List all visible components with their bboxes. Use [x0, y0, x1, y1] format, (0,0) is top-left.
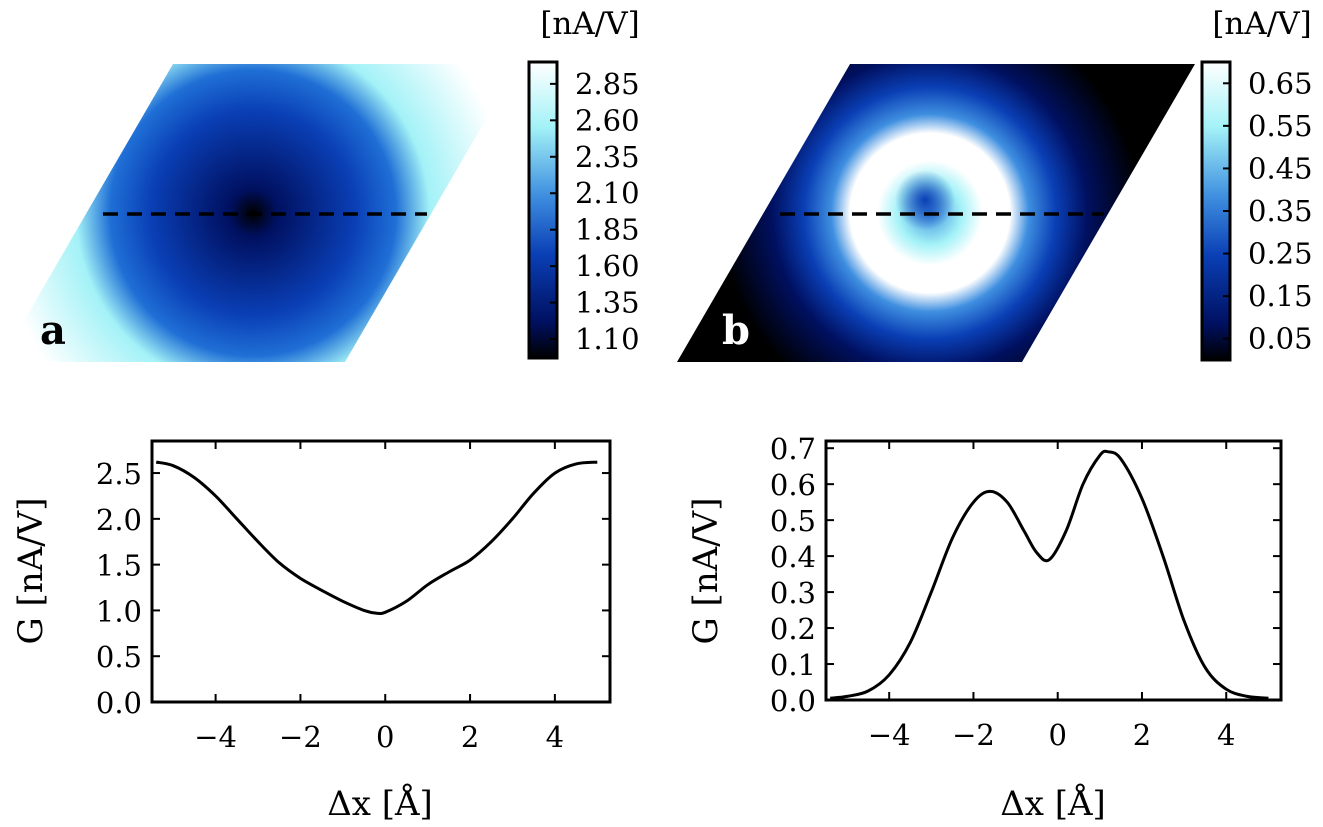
plot-right-series-line [830, 449, 1269, 700]
plot-right-frame [824, 439, 1283, 702]
plot-left-xlabel: Δx [Å] [327, 783, 433, 824]
y-tick-label: 0.0 [770, 684, 816, 718]
panel-label-a: a [40, 307, 66, 354]
colorbar-tick-label: 1.10 [575, 322, 640, 356]
plot-right-xlabel: Δx [Å] [1000, 783, 1106, 824]
colorbar-tick-label: 2.85 [575, 67, 640, 101]
colorbar-a-ticks: 2.852.602.352.101.851.601.351.10 [550, 67, 640, 356]
heatmap-b-central-spot [895, 165, 955, 235]
plot-left-ticks: −4 −2 0 2 4 0.0 0.5 1.0 1.5 2.0 2.5 [96, 441, 610, 754]
colorbar-tick-label: 2.10 [575, 176, 640, 210]
y-tick-label: 0.1 [770, 648, 816, 682]
colorbar-tick-label: 0.45 [1248, 151, 1313, 185]
plot-left-frame [150, 439, 612, 704]
colorbar-tick-label: 0.65 [1248, 66, 1313, 100]
colorbar-a-scale [527, 60, 559, 360]
y-tick-label: 0.7 [770, 432, 816, 466]
colorbar-a-unit: [nA/V] [540, 6, 639, 42]
x-tick-label: −2 [279, 720, 322, 754]
y-tick-label: 0.3 [770, 576, 816, 610]
y-tick-label: 1.0 [96, 594, 142, 628]
colorbar-tick-label: 0.55 [1248, 109, 1313, 143]
line-plot-left: −4 −2 0 2 4 0.0 0.5 1.0 1.5 2.0 2.5 Δx [Å] G [nA/V… [11, 439, 612, 824]
y-tick-label: 2.5 [96, 457, 142, 491]
y-tick-label: 0.5 [770, 504, 816, 538]
line-plot-right: −4 −2 0 2 4 0.00.10.20.30.40.50.60.7 Δx [Å] G… [686, 432, 1283, 824]
y-tick-label: 0.6 [770, 468, 816, 502]
x-tick-label: 0 [376, 720, 394, 754]
x-tick-label: −2 [952, 718, 995, 752]
x-tick-label: 4 [546, 720, 564, 754]
colorbar-tick-label: 0.25 [1248, 237, 1313, 271]
plot-left-series-line [155, 460, 598, 616]
colorbar-b-unit: [nA/V] [1212, 6, 1311, 42]
y-tick-label: 0.2 [770, 612, 816, 646]
x-tick-label: 2 [461, 720, 479, 754]
colorbar-tick-label: 0.15 [1248, 279, 1313, 313]
colorbar-tick-label: 1.60 [575, 249, 640, 283]
plot-right-ticks: −4 −2 0 2 4 0.00.10.20.30.40.50.60.7 [770, 432, 1281, 752]
y-tick-label: 1.5 [96, 549, 142, 583]
colorbar-tick-label: 1.35 [575, 286, 640, 320]
x-tick-label: −4 [868, 718, 911, 752]
x-tick-label: 2 [1133, 718, 1151, 752]
plot-right-ylabel: G [nA/V] [686, 498, 726, 645]
x-tick-label: 4 [1217, 718, 1235, 752]
colorbar-tick-label: 1.85 [575, 213, 640, 247]
colorbar-a: [nA/V] 2.852.602.352.101.851.601.351.10 [527, 6, 640, 360]
heatmap-a: a [0, 64, 518, 362]
x-tick-label: −4 [194, 720, 237, 754]
plot-left-ylabel: G [nA/V] [11, 498, 51, 645]
colorbar-tick-label: 2.60 [575, 103, 640, 137]
x-tick-label: 0 [1048, 718, 1066, 752]
y-tick-label: 0.4 [770, 540, 816, 574]
colorbar-tick-label: 0.35 [1248, 194, 1313, 228]
colorbar-tick-label: 2.35 [575, 140, 640, 174]
y-tick-label: 2.0 [96, 503, 142, 537]
heatmap-b: b [677, 64, 1195, 362]
colorbar-b-ticks: 0.65 0.55 0.45 0.35 0.25 0.15 0.05 [1223, 66, 1313, 356]
colorbar-tick-label: 0.05 [1248, 322, 1313, 356]
colorbar-b: [nA/V] 0.65 0.55 0.45 0.35 0.25 0.15 0.05 [1200, 6, 1313, 362]
panel-label-b: b [722, 307, 750, 354]
y-tick-label: 0.5 [96, 640, 142, 674]
y-tick-label: 0.0 [96, 686, 142, 720]
